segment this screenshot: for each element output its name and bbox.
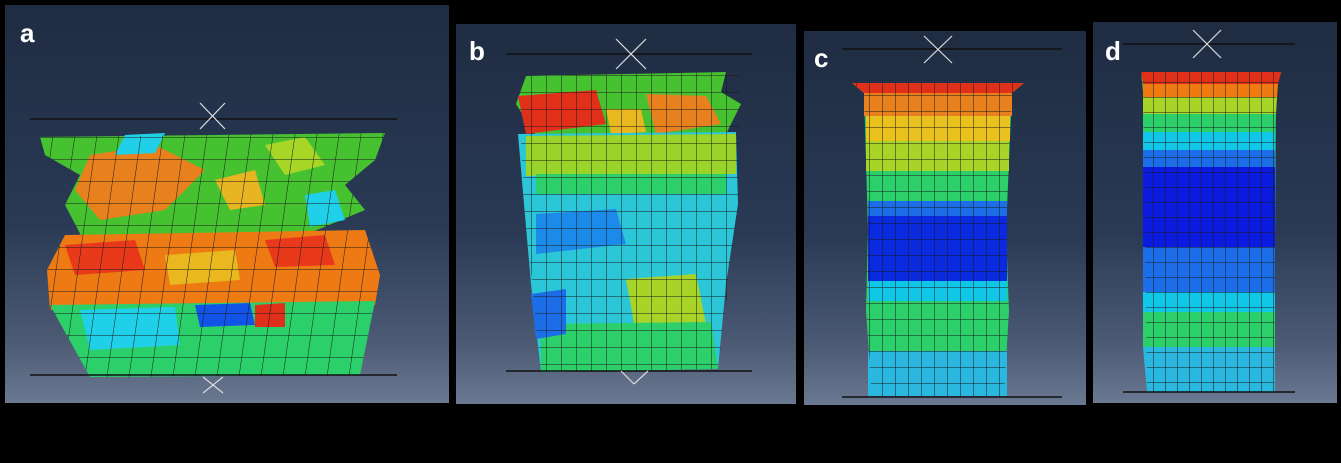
panel-label: c: [814, 43, 829, 73]
panel-c: c: [804, 31, 1086, 405]
deformed-tube-b: [506, 38, 752, 385]
panel-label: a: [20, 18, 35, 48]
panel-a: a: [5, 5, 449, 403]
deformed-tube-c: [842, 35, 1062, 398]
deformed-tube-a: [30, 102, 397, 394]
panel-label: d: [1105, 36, 1121, 66]
panel-d: d: [1093, 22, 1337, 403]
deformed-tube-d: [1123, 29, 1295, 393]
panel-label: b: [469, 36, 485, 66]
panel-b: b: [456, 24, 796, 404]
top-plate-marker: [199, 102, 226, 130]
